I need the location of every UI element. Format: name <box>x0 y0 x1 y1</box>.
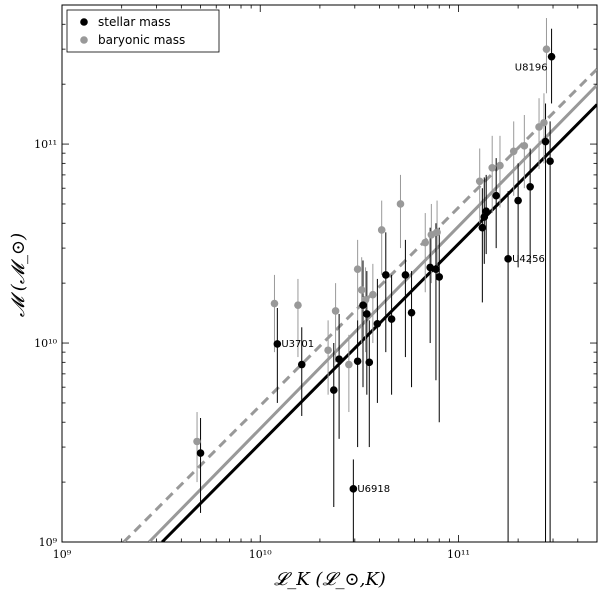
baryonic-mass-point <box>353 265 362 274</box>
stellar-mass-point <box>407 308 416 317</box>
baryonic-mass-point <box>331 307 340 315</box>
stellar-mass-point <box>504 255 512 263</box>
y-tick-label: 10¹¹ <box>34 138 57 151</box>
legend-marker-baryonic <box>80 36 88 44</box>
stellar-mass-point <box>196 449 205 457</box>
baryonic-mass-point <box>270 299 279 308</box>
stellar-mass-point <box>426 263 434 272</box>
galaxy-annotation: U4256 <box>512 254 545 265</box>
stellar-mass-point <box>480 213 489 221</box>
stellar-mass-point <box>329 386 338 394</box>
stellar-mass-point <box>273 340 282 348</box>
x-axis-label: 𝓛_K (𝓛_⊙,K) <box>274 569 386 590</box>
baryonic-mass-point <box>396 200 405 208</box>
legend-box <box>66 9 220 53</box>
stellar-mass-point <box>432 265 440 274</box>
plot-frame <box>61 4 598 543</box>
legend: stellar mass baryonic mass <box>66 9 220 53</box>
annotations: U8196 U4256 U3701 U6918 <box>281 63 547 495</box>
stellar-mass-point <box>526 182 534 191</box>
baryonic-mass-point <box>433 228 441 237</box>
baryonic-mass-point <box>369 290 377 299</box>
baryonic-mass-point <box>357 286 366 294</box>
stellar-mass-point <box>546 157 554 166</box>
x-tick-label: 10¹⁰ <box>249 548 272 561</box>
baryonic-mass-point <box>345 360 353 369</box>
stellar-mass-point <box>363 310 371 318</box>
baryonic-mass-point <box>496 161 504 170</box>
stellar-mass-point <box>435 273 444 281</box>
baryonic-mass-point <box>520 142 529 150</box>
galaxy-annotation: U3701 <box>281 339 314 350</box>
axis-ticks: 10⁹ 10¹⁰ 10¹¹ 10⁹ 10¹⁰ 10¹¹ <box>34 4 598 561</box>
stellar-mass-point <box>492 191 500 200</box>
baryonic-mass-point <box>193 437 201 446</box>
x-tick-label: 10⁹ <box>53 548 72 561</box>
baryonic-mass-point <box>427 230 436 239</box>
stellar-mass-point <box>381 271 390 279</box>
stellar-mass-point <box>359 301 367 309</box>
baryonic-mass-point <box>421 238 430 247</box>
stellar-mass-point <box>373 319 382 328</box>
baryonic-mass-point <box>540 118 548 127</box>
error-bars <box>196 18 553 542</box>
legend-label-stellar: stellar mass <box>98 15 171 29</box>
stellar-mass-point <box>335 355 343 363</box>
stellar-mass-point <box>482 207 490 215</box>
baryonic-mass-point <box>377 226 386 234</box>
stellar-mass-point <box>541 137 550 146</box>
legend-marker-stellar <box>80 18 88 26</box>
baryonic-mass-point <box>324 346 332 355</box>
stellar-mass-point <box>401 271 410 279</box>
x-tick-label: 10¹¹ <box>447 548 470 561</box>
y-tick-label: 10⁹ <box>39 536 58 549</box>
stellar-mass-point <box>297 360 306 369</box>
stellar-mass-point <box>514 196 522 205</box>
baryonic-mass-point <box>475 177 484 186</box>
stellar-mass-point <box>478 223 487 232</box>
legend-label-baryonic: baryonic mass <box>98 33 185 47</box>
data-points <box>193 45 556 493</box>
stellar-mass-point <box>353 357 362 366</box>
galaxy-annotation: U8196 <box>515 63 548 74</box>
galaxy-annotation: U6918 <box>357 484 390 495</box>
stellar-mass-point <box>349 485 358 493</box>
stellar-mass-point <box>365 358 374 367</box>
stellar-mass-point <box>547 52 556 61</box>
stellar-mass-point <box>387 315 396 323</box>
y-tick-label: 10¹⁰ <box>34 337 57 350</box>
baryonic-mass-point <box>509 147 518 156</box>
baryonic-mass-point <box>542 45 551 53</box>
y-axis-label: 𝓜 (𝓜_⊙) <box>8 233 29 317</box>
baryonic-mass-point <box>294 301 302 309</box>
baryonic-mass-point <box>488 163 496 172</box>
